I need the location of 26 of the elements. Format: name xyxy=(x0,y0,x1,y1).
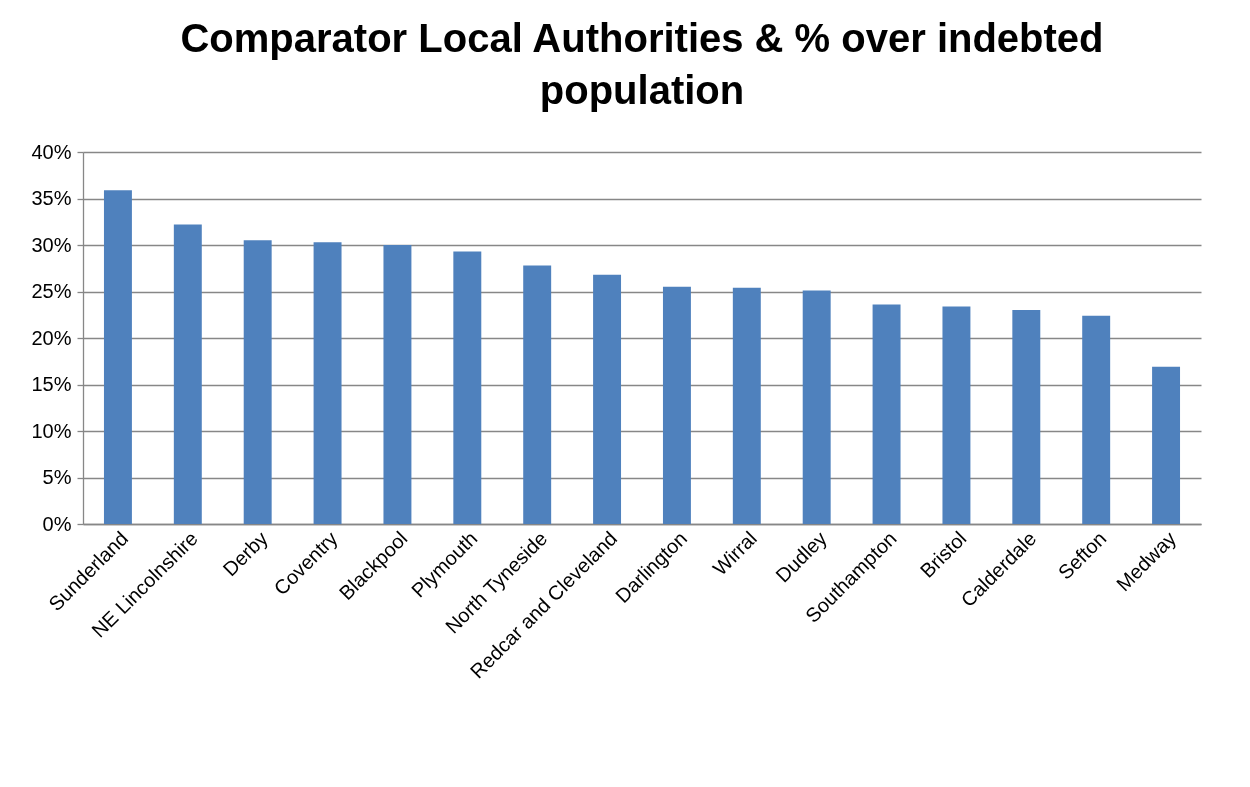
bar xyxy=(383,245,412,524)
bar xyxy=(732,287,761,524)
bar xyxy=(453,251,482,524)
bar xyxy=(313,242,342,524)
y-tick-label: 5% xyxy=(42,466,72,488)
bar xyxy=(942,306,971,524)
bar xyxy=(243,240,272,524)
y-tick-label: 20% xyxy=(31,326,72,349)
y-tick-label: 25% xyxy=(31,280,72,302)
bar xyxy=(662,286,691,524)
chart-title: Comparator Local Authorities & % over indebted population xyxy=(180,16,1104,112)
bar xyxy=(1012,310,1041,524)
bar xyxy=(593,274,622,524)
y-tick-label: 15% xyxy=(31,373,72,395)
bar xyxy=(1082,315,1111,524)
y-tick-label: 40% xyxy=(31,140,72,163)
y-tick-label: 35% xyxy=(31,187,72,209)
bar xyxy=(173,224,202,524)
bar xyxy=(1152,366,1181,524)
y-tick-label: 0% xyxy=(42,512,72,535)
bar xyxy=(872,304,901,524)
bar xyxy=(523,265,552,524)
y-tick-label: 10% xyxy=(31,419,72,442)
y-tick-label: 30% xyxy=(31,233,72,256)
bar xyxy=(103,190,132,524)
bar xyxy=(802,290,831,524)
